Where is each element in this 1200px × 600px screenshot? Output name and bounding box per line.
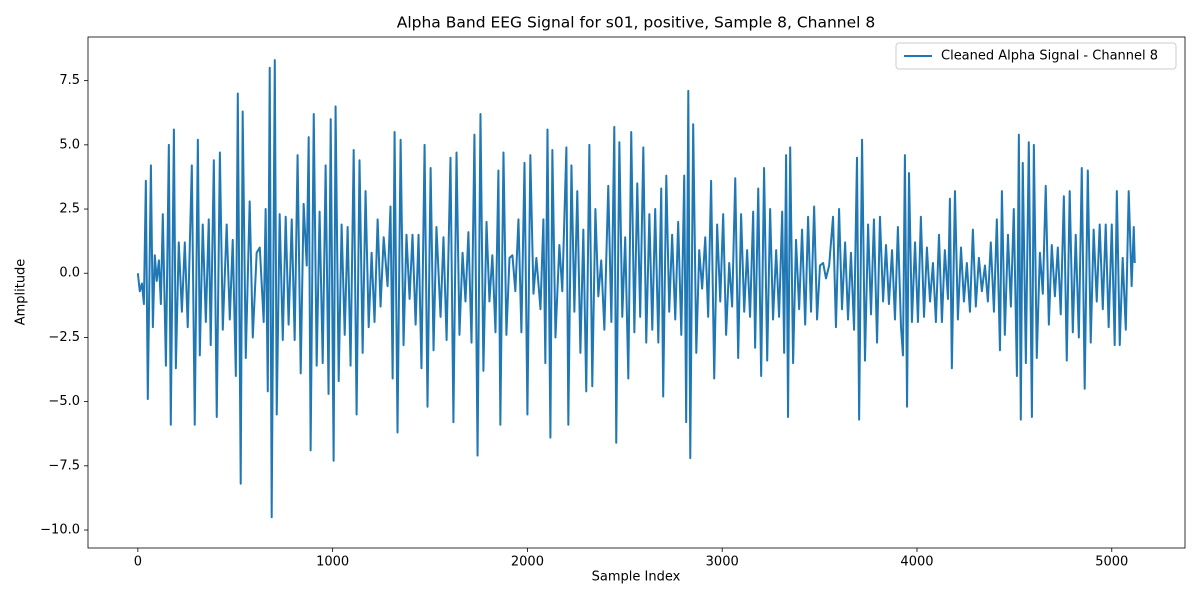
x-tick-label: 2000 (511, 555, 544, 570)
y-tick-label: −2.5 (48, 330, 80, 345)
x-tick-label: 3000 (706, 555, 739, 570)
legend-label: Cleaned Alpha Signal - Channel 8 (941, 49, 1158, 64)
x-axis-label: Sample Index (592, 570, 681, 585)
x-tick-label: 0 (134, 555, 142, 570)
x-tick-label: 5000 (1095, 555, 1128, 570)
y-tick-label: 2.5 (59, 202, 80, 217)
signal-line (136, 59, 1136, 519)
y-tick-label: −10.0 (40, 523, 80, 538)
legend-box (895, 42, 1177, 70)
y-tick-label: 7.5 (59, 73, 80, 88)
x-tick-label: 4000 (900, 555, 933, 570)
chart-title: Alpha Band EEG Signal for s01, positive,… (397, 14, 876, 32)
plot-frame (87, 36, 1186, 549)
y-tick-label: 5.0 (59, 137, 80, 152)
y-tick-label: −5.0 (48, 394, 80, 409)
y-axis-label: Amplitude (14, 259, 29, 326)
y-tick-label: −7.5 (48, 458, 80, 473)
y-tick-label: 0.0 (59, 266, 80, 281)
x-tick-label: 1000 (316, 555, 349, 570)
